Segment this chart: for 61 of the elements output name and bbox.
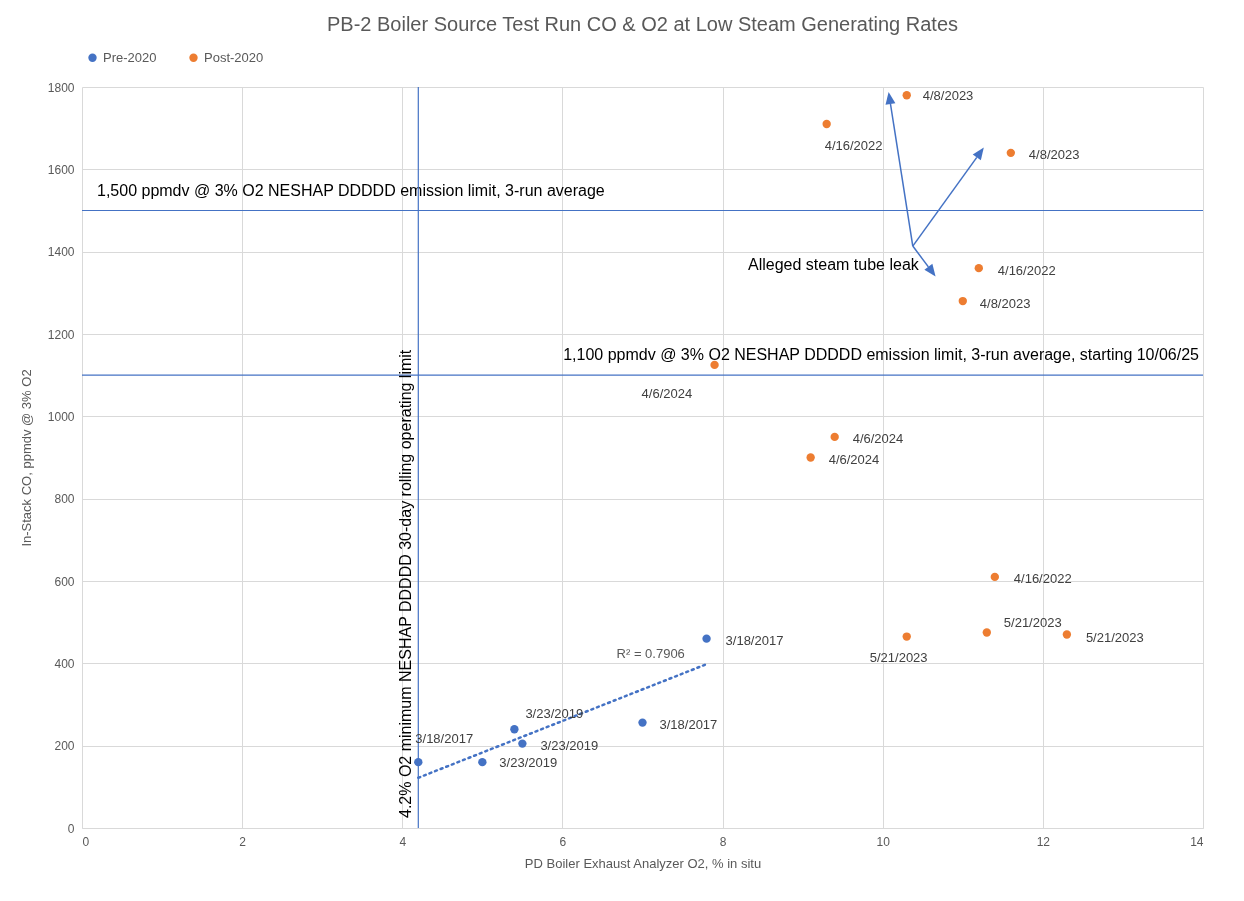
point (806, 453, 815, 462)
point (638, 718, 647, 727)
annotation: 4/16/2022 (1013, 570, 1072, 586)
x-tick-label: 12 (1036, 834, 1051, 849)
ref-line-label: 4.2% O2 minimum NESHAP DDDDD 30-day rolling operating limit (397, 349, 415, 818)
point (710, 360, 719, 370)
y-tick-label: 1800 (47, 80, 75, 95)
annotation: 4/6/2024 (828, 451, 880, 467)
point (1006, 148, 1016, 158)
point (902, 632, 911, 641)
chart-title: PB-2 Boiler Source Test Run CO & O2 at Low Steam Generating Rates (326, 13, 959, 35)
y-tick-label: 400 (54, 656, 75, 671)
legend-label: Post-2020 (204, 49, 264, 65)
y-tick-label: 1000 (47, 409, 75, 424)
point (982, 628, 991, 637)
legend-label: Pre-2020 (103, 49, 157, 65)
y-tick-label: 0 (67, 821, 75, 836)
annotation: 5/21/2023 (1003, 615, 1062, 631)
point (510, 725, 519, 734)
annotation: 4/6/2024 (852, 430, 904, 446)
annotation: 4/16/2022 (997, 263, 1056, 279)
point (958, 296, 967, 306)
point (990, 572, 999, 582)
y-tick-label: 1400 (47, 245, 75, 260)
point (478, 757, 487, 767)
point (702, 634, 711, 643)
point (518, 739, 527, 748)
annotation: 4/6/2024 (641, 385, 693, 401)
y-tick-label: 600 (54, 574, 75, 589)
annotation: 5/21/2023 (1085, 629, 1144, 645)
y-tick-label: 1600 (47, 162, 75, 177)
annotation: 3/18/2017 (725, 632, 784, 648)
x-tick-label: 4 (399, 834, 407, 849)
x-tick-label: 10 (876, 834, 891, 849)
point (974, 263, 983, 273)
ref-line-label: 1,100 ppmdv @ 3% O2 NESHAP DDDDD emission limit, 3-run average, starting 10/06/25 (563, 346, 1200, 364)
x-tick-label: 6 (559, 834, 567, 849)
annotation: 3/23/2019 (525, 706, 584, 722)
x-tick-label: 0 (82, 834, 90, 849)
point (1062, 630, 1072, 639)
annotation: 3/23/2019 (540, 737, 599, 753)
annotation: 4/8/2023 (1028, 146, 1080, 162)
x-axis-title: PD Boiler Exhaust Analyzer O2, % in situ (524, 855, 762, 871)
point (902, 91, 911, 100)
annotation: 3/23/2019 (499, 755, 558, 771)
annotation: Alleged steam tube leak (748, 256, 920, 274)
annotation: 4/8/2023 (979, 296, 1031, 312)
y-tick-label: 1200 (47, 327, 75, 342)
annotation: 4/16/2022 (824, 138, 883, 154)
point (830, 432, 839, 442)
annotation: R² = 0.7906 (616, 646, 685, 662)
x-tick-label: 2 (239, 834, 247, 849)
y-tick-label: 200 (54, 739, 75, 754)
annotation: 5/21/2023 (869, 649, 928, 665)
x-tick-label: 8 (719, 834, 727, 849)
point (822, 119, 831, 129)
x-tick-label: 14 (1190, 834, 1204, 849)
y-tick-label: 800 (54, 492, 75, 507)
y-axis-title: In-Stack CO, ppmdv @ 3% O2 (18, 369, 34, 547)
annotation: 3/18/2017 (659, 716, 718, 732)
annotation: 4/8/2023 (922, 88, 974, 104)
